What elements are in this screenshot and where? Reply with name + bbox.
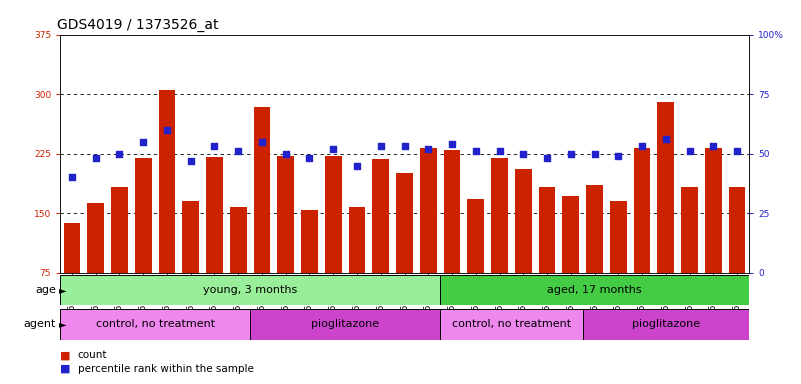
Bar xyxy=(277,156,294,273)
Point xyxy=(208,143,221,149)
Bar xyxy=(440,309,582,340)
Bar xyxy=(420,148,437,273)
Text: GDS4019 / 1373526_at: GDS4019 / 1373526_at xyxy=(57,18,218,32)
Point xyxy=(113,151,126,157)
Point xyxy=(659,136,672,142)
Bar xyxy=(396,174,413,273)
Text: ■: ■ xyxy=(60,350,70,360)
Bar xyxy=(60,309,250,340)
Bar xyxy=(582,309,749,340)
Bar xyxy=(729,187,746,273)
Point xyxy=(588,151,601,157)
Point xyxy=(137,139,150,145)
Bar xyxy=(372,159,389,273)
Bar xyxy=(135,158,151,273)
Text: count: count xyxy=(78,350,107,360)
Point xyxy=(422,146,435,152)
Bar xyxy=(230,207,247,273)
Bar xyxy=(348,207,365,273)
Point xyxy=(374,143,387,149)
Point xyxy=(89,155,102,161)
Point xyxy=(327,146,340,152)
Bar xyxy=(250,309,440,340)
Text: young, 3 months: young, 3 months xyxy=(203,285,297,295)
Bar xyxy=(440,275,749,305)
Text: ■: ■ xyxy=(60,364,70,374)
Point xyxy=(493,148,506,154)
Text: pioglitazone: pioglitazone xyxy=(311,319,379,329)
Point xyxy=(160,127,173,133)
Text: ►: ► xyxy=(59,285,66,295)
Bar xyxy=(183,201,199,273)
Text: agent: agent xyxy=(24,319,56,329)
Bar xyxy=(681,187,698,273)
Bar xyxy=(610,201,626,273)
Bar xyxy=(562,196,579,273)
Bar xyxy=(111,187,128,273)
Bar xyxy=(254,107,270,273)
Point xyxy=(66,174,78,180)
Text: control, no treatment: control, no treatment xyxy=(95,319,215,329)
Text: pioglitazone: pioglitazone xyxy=(632,319,700,329)
Point xyxy=(469,148,482,154)
Bar xyxy=(658,102,674,273)
Point xyxy=(303,155,316,161)
Point xyxy=(445,141,458,147)
Text: control, no treatment: control, no treatment xyxy=(452,319,571,329)
Point xyxy=(398,143,411,149)
Bar xyxy=(515,169,532,273)
Point xyxy=(351,162,364,169)
Text: age: age xyxy=(35,285,56,295)
Point xyxy=(731,148,743,154)
Bar xyxy=(63,223,80,273)
Text: percentile rank within the sample: percentile rank within the sample xyxy=(78,364,254,374)
Bar xyxy=(586,185,603,273)
Text: aged, 17 months: aged, 17 months xyxy=(547,285,642,295)
Bar xyxy=(468,199,484,273)
Bar xyxy=(206,157,223,273)
Point xyxy=(280,151,292,157)
Bar xyxy=(539,187,555,273)
Point xyxy=(541,155,553,161)
Point xyxy=(707,143,720,149)
Bar xyxy=(705,148,722,273)
Bar xyxy=(325,156,341,273)
Point xyxy=(231,148,244,154)
Point xyxy=(612,153,625,159)
Bar xyxy=(491,157,508,273)
Bar xyxy=(60,275,440,305)
Point xyxy=(683,148,696,154)
Bar xyxy=(87,203,104,273)
Bar xyxy=(444,150,461,273)
Point xyxy=(565,151,578,157)
Bar xyxy=(159,90,175,273)
Text: ►: ► xyxy=(59,319,66,329)
Point xyxy=(517,151,529,157)
Point xyxy=(256,139,268,145)
Point xyxy=(636,143,649,149)
Point xyxy=(184,158,197,164)
Bar xyxy=(634,148,650,273)
Bar xyxy=(301,210,318,273)
